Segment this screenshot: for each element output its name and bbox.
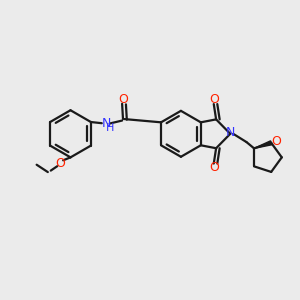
Text: O: O <box>118 93 128 106</box>
Text: O: O <box>55 157 65 170</box>
Text: O: O <box>209 93 219 106</box>
Text: O: O <box>271 135 281 148</box>
Text: N: N <box>101 117 111 130</box>
Text: N: N <box>226 126 236 140</box>
Polygon shape <box>254 141 272 148</box>
Text: O: O <box>209 161 219 175</box>
Text: H: H <box>106 123 114 133</box>
